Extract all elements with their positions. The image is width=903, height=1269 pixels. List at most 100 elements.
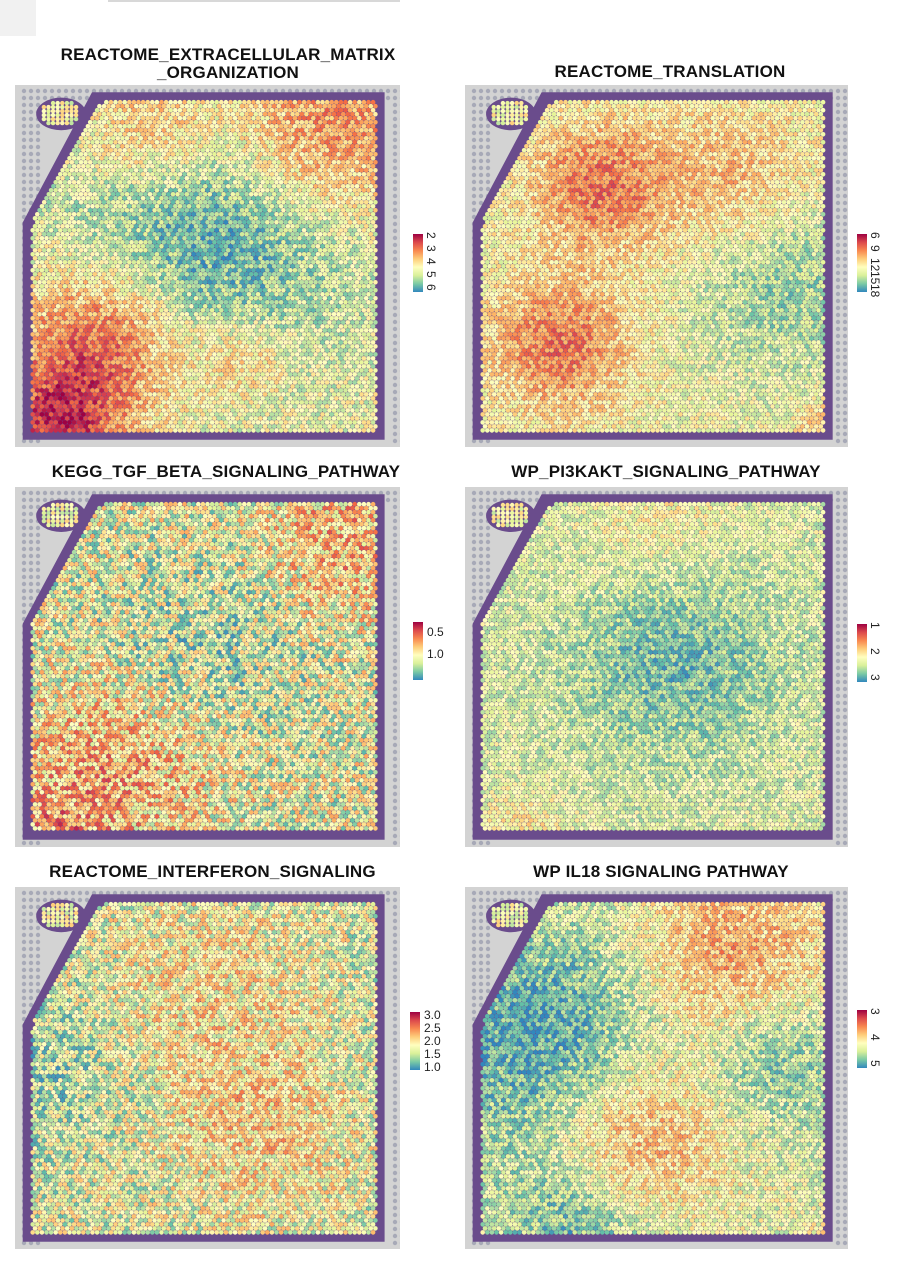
expression-spot xyxy=(152,152,157,157)
expression-spot xyxy=(74,144,79,149)
expression-spot xyxy=(242,172,247,177)
expression-spot xyxy=(338,156,344,161)
background-spot xyxy=(392,424,398,430)
expression-spot xyxy=(209,300,215,305)
expression-spot xyxy=(175,232,180,237)
expression-spot xyxy=(108,156,114,161)
expression-spot xyxy=(179,160,185,165)
expression-spot xyxy=(189,192,194,197)
expression-spot xyxy=(147,344,153,349)
expression-spot xyxy=(212,272,217,277)
expression-spot xyxy=(44,252,49,257)
expression-spot xyxy=(99,204,104,209)
expression-spot xyxy=(150,236,155,241)
expression-spot xyxy=(115,352,121,357)
expression-spot xyxy=(336,152,341,157)
expression-spot xyxy=(67,308,72,313)
expression-spot xyxy=(113,124,118,129)
expression-spot xyxy=(301,268,307,273)
expression-spot xyxy=(373,264,378,269)
expression-spot xyxy=(246,172,252,177)
expression-spot xyxy=(191,292,196,297)
expression-spot xyxy=(85,196,91,201)
background-spot xyxy=(28,123,34,129)
expression-spot xyxy=(288,276,293,281)
expression-spot xyxy=(354,248,360,253)
expression-spot xyxy=(110,304,116,309)
expression-spot xyxy=(345,184,351,189)
expression-spot xyxy=(177,115,183,121)
expression-spot xyxy=(104,196,109,201)
expression-spot xyxy=(315,316,321,321)
expression-spot xyxy=(97,111,102,117)
expression-spot xyxy=(113,244,118,249)
expression-spot xyxy=(350,264,355,269)
expression-spot xyxy=(311,107,316,113)
expression-spot xyxy=(244,208,249,213)
expression-spot xyxy=(281,103,286,109)
expression-spot xyxy=(168,140,173,145)
background-spot xyxy=(392,417,398,423)
expression-spot xyxy=(94,148,100,153)
expression-spot xyxy=(336,224,341,229)
expression-spot xyxy=(140,276,146,281)
expression-spot xyxy=(235,312,240,317)
expression-spot xyxy=(283,180,289,185)
expression-spot xyxy=(131,244,137,249)
expression-spot xyxy=(136,276,141,281)
expression-spot xyxy=(221,144,226,149)
expression-spot xyxy=(97,184,102,189)
expression-spot xyxy=(150,196,155,201)
expression-spot xyxy=(156,216,162,221)
expression-spot xyxy=(209,356,215,361)
expression-spot xyxy=(278,180,284,185)
expression-spot xyxy=(267,200,272,205)
expression-spot xyxy=(67,228,72,233)
expression-spot xyxy=(327,240,332,245)
expression-spot xyxy=(209,180,215,185)
expression-spot xyxy=(366,244,371,249)
expression-spot xyxy=(324,308,330,313)
expression-spot xyxy=(39,244,45,249)
expression-spot xyxy=(108,212,114,217)
expression-spot xyxy=(278,292,284,297)
expression-spot xyxy=(104,308,109,313)
expression-spot xyxy=(313,208,318,213)
expression-spot xyxy=(136,348,141,353)
expression-spot xyxy=(366,115,371,121)
expression-spot xyxy=(177,260,183,265)
expression-spot xyxy=(184,168,190,173)
expression-spot xyxy=(166,152,171,157)
expression-spot xyxy=(170,111,176,117)
expression-spot xyxy=(202,103,208,109)
expression-spot xyxy=(345,103,351,109)
expression-spot xyxy=(260,212,265,217)
expression-spot xyxy=(140,148,146,153)
expression-spot xyxy=(129,248,134,253)
expression-spot xyxy=(85,148,91,153)
expression-spot xyxy=(87,288,93,293)
expression-spot xyxy=(92,144,98,149)
expression-spot xyxy=(230,320,236,325)
expression-spot xyxy=(124,312,130,317)
expression-spot xyxy=(313,280,318,285)
expression-spot xyxy=(274,115,279,121)
expression-spot xyxy=(299,103,305,109)
expression-spot xyxy=(67,172,72,177)
expression-spot xyxy=(281,320,286,325)
expression-spot xyxy=(255,260,261,265)
expression-spot xyxy=(373,248,378,253)
expression-spot xyxy=(60,328,65,333)
expression-spot xyxy=(237,260,242,265)
expression-spot xyxy=(285,200,291,205)
expression-spot xyxy=(166,328,171,333)
expression-spot xyxy=(78,184,84,189)
expression-spot xyxy=(271,120,277,125)
expression-spot xyxy=(44,220,49,225)
expression-spot xyxy=(373,216,378,221)
expression-spot xyxy=(370,124,376,129)
expression-spot xyxy=(161,232,167,237)
expression-spot xyxy=(138,160,144,165)
expression-spot xyxy=(106,304,111,309)
expression-spot xyxy=(336,320,341,325)
